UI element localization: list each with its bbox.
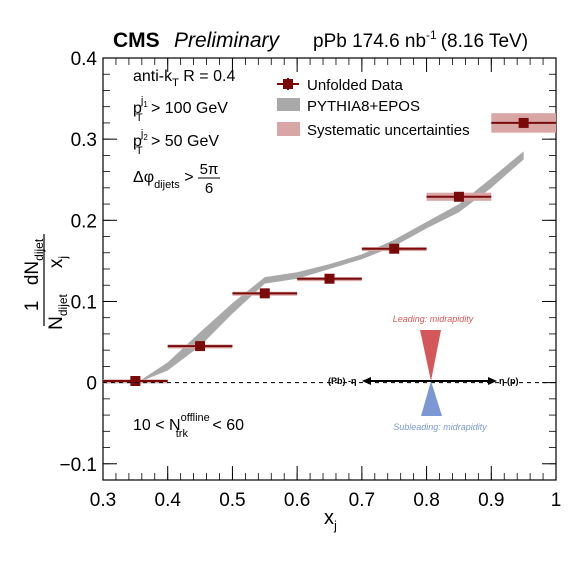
- eta-arrow-right: [488, 377, 497, 385]
- legend-syst-swatch: [277, 122, 300, 136]
- axis-ticks: 0.3 0.4 0.5 0.6 0.7 0.8 0.9 1 −0.1 0 0.1 0.2 0.3 0.4: [59, 49, 561, 511]
- x-tick-label: 0.4: [155, 490, 182, 511]
- y-axis-label: 1 Ndijet dNdijet xj: [22, 234, 70, 330]
- data-point: [130, 375, 141, 386]
- data-point: [453, 191, 464, 202]
- dphi-cut-text: Δφdijets >: [133, 169, 194, 191]
- dphi-numerator: 5π: [200, 161, 219, 178]
- x-tick-label: 0.9: [478, 490, 504, 511]
- y-tick-label: 0: [86, 374, 97, 395]
- x-axis-label: xj: [324, 507, 337, 533]
- y-tick-label: 0.3: [71, 130, 97, 151]
- subleading-jet-cone: [421, 381, 442, 416]
- legend-data-marker: [277, 78, 299, 90]
- pythia-band-shape: [141, 151, 524, 381]
- data-point: [195, 341, 206, 352]
- rapidity-inset: Leading: midrapidity (Pb) -η η (p) Suble…: [328, 314, 519, 432]
- x-tick-label: 0.7: [349, 490, 375, 511]
- inset-subleading-label: Subleading: midrapidity: [393, 422, 487, 432]
- y-label-one: 1: [22, 301, 43, 312]
- luminosity-label: pPb 174.6 nb-1 (8.16 TeV): [313, 28, 528, 52]
- subleading-pt-cut-text: pj2 T > 50 GeV: [133, 128, 219, 157]
- data-point: [259, 288, 270, 299]
- y-tick-label: 0.1: [71, 292, 97, 313]
- y-label-dn: dNdijet: [22, 238, 46, 285]
- x-tick-label: 0.5: [219, 490, 245, 511]
- inset-right-label: η (p): [499, 376, 519, 386]
- x-tick-label: 0.3: [90, 490, 116, 511]
- x-tick-label: 1: [551, 490, 562, 511]
- status-label: Preliminary: [174, 29, 281, 52]
- multiplicity-text: 10 < Noffline trk < 60: [133, 412, 244, 440]
- dphi-denominator: 6: [205, 180, 213, 197]
- legend: Unfolded Data PYTHIA8+EPOS Systematic un…: [277, 77, 470, 139]
- data-points: [103, 117, 556, 386]
- legend-data-label: Unfolded Data: [307, 77, 404, 94]
- pythia-band: [141, 151, 524, 381]
- y-tick-label: 0.4: [71, 49, 98, 70]
- y-tick-label: −0.1: [59, 455, 97, 476]
- systematic-boxes: [103, 113, 556, 384]
- data-point: [389, 243, 400, 254]
- x-tick-label: 0.6: [284, 490, 310, 511]
- leading-jet-cone: [420, 330, 441, 381]
- inset-left-label: (Pb) -η: [328, 376, 357, 386]
- y-label-xj: xj: [46, 256, 70, 268]
- data-point: [324, 273, 335, 284]
- data-point: [518, 117, 529, 128]
- jet-algorithm-text: anti-kT R = 0.4: [133, 68, 235, 89]
- experiment-label: CMS: [113, 29, 160, 52]
- legend-mc-swatch: [277, 98, 300, 111]
- legend-syst-label: Systematic uncertainties: [307, 122, 470, 139]
- y-tick-label: 0.2: [71, 211, 97, 232]
- eta-arrow-left: [362, 377, 371, 385]
- leading-pt-cut-text: pj1 T > 100 GeV: [133, 95, 228, 124]
- y-label-ndijet: Ndijet: [46, 293, 70, 329]
- legend-mc-label: PYTHIA8+EPOS: [307, 98, 420, 115]
- x-tick-label: 0.8: [413, 490, 439, 511]
- inset-leading-label: Leading: midrapidity: [393, 314, 474, 324]
